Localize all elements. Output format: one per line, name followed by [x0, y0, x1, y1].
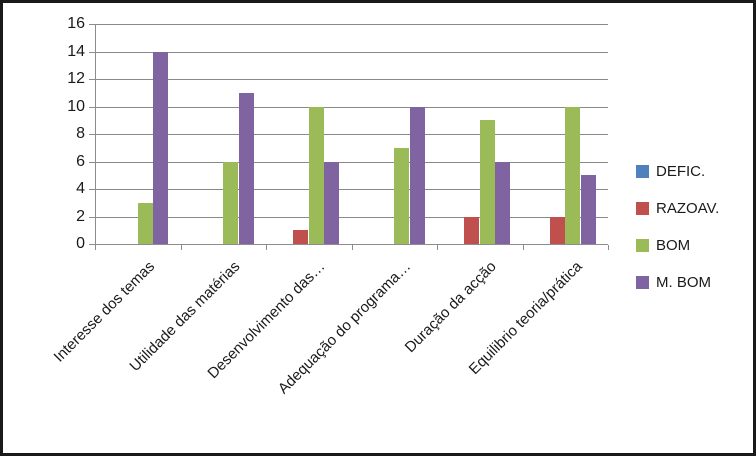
- bar-mbom-cat6: [580, 175, 596, 244]
- y-axis-tick-label: 4: [76, 180, 85, 197]
- bar-mbom-cat5: [495, 161, 511, 244]
- x-axis-tick-mark: [95, 245, 96, 250]
- x-axis-tick-mark: [180, 245, 182, 250]
- legend-label: RAZOAV.: [656, 200, 720, 217]
- y-axis-tick-mark: [89, 216, 95, 218]
- gridline-y14: [95, 51, 608, 53]
- bar-bom-cat6: [565, 106, 581, 244]
- y-axis-tick-label: 6: [76, 152, 85, 170]
- bar-bom-cat1: [137, 202, 153, 244]
- x-axis-tick-mark: [266, 245, 267, 250]
- y-axis-tick-mark: [89, 51, 95, 53]
- plot-area: 0 2 4 6 8 10 12 14 16 Interesse dos temas Utilidad…: [3, 3, 753, 453]
- legend-item-mbom: M. BOM: [636, 275, 719, 290]
- y-axis-line: [95, 24, 96, 245]
- y-axis-tick-mark: [89, 24, 95, 25]
- bar-mbom-cat2: [238, 92, 254, 244]
- gridline-y4: [95, 189, 608, 190]
- x-axis-tick-mark: [351, 245, 353, 250]
- bar-mbom-cat4: [409, 106, 425, 244]
- y-axis-tick-mark: [89, 134, 95, 135]
- y-axis-tick-mark: [89, 244, 95, 245]
- x-axis-tick-mark: [522, 245, 524, 250]
- x-axis-tick-mark: [608, 245, 609, 250]
- x-axis-tick-mark: [437, 245, 438, 250]
- y-axis-tick-mark: [89, 161, 95, 163]
- y-axis-tick-mark: [89, 106, 95, 108]
- gridline-y8: [95, 134, 608, 135]
- legend-label: M. BOM: [656, 274, 711, 291]
- bar-razoav-cat5: [464, 216, 480, 244]
- y-axis-tick-label: 12: [67, 70, 85, 87]
- legend-swatch-icon: [636, 276, 649, 289]
- y-axis-tick-label: 2: [76, 207, 85, 225]
- bar-razoav-cat3: [293, 230, 309, 244]
- y-axis-tick-label: 0: [76, 235, 85, 252]
- y-axis-tick-label: 14: [67, 42, 85, 60]
- y-axis-tick-label: 8: [76, 125, 85, 142]
- y-axis-tick-mark: [89, 79, 95, 80]
- bar-bom-cat5: [479, 120, 495, 244]
- legend-item-defic: DEFIC.: [636, 164, 719, 179]
- bar-mbom-cat1: [153, 51, 169, 244]
- y-axis-tick-label: 10: [67, 97, 85, 115]
- gridline-y12: [95, 79, 608, 80]
- legend-item-bom: BOM: [636, 238, 719, 253]
- x-axis-category-label: Duração da acção: [401, 258, 500, 357]
- gridline-y6: [95, 161, 608, 163]
- bar-bom-cat2: [223, 161, 239, 244]
- legend-swatch-icon: [636, 165, 649, 178]
- y-axis-tick-mark: [89, 189, 95, 190]
- legend-swatch-icon: [636, 202, 649, 215]
- gridline-y16: [95, 24, 608, 25]
- legend-item-razoav: RAZOAV.: [636, 201, 719, 216]
- x-axis-line: [95, 244, 608, 245]
- legend: DEFIC. RAZOAV. BOM M. BOM: [636, 164, 719, 290]
- bar-mbom-cat3: [324, 161, 340, 244]
- gridline-y2: [95, 216, 608, 218]
- bar-bom-cat4: [394, 147, 410, 244]
- y-axis-tick-label: 16: [67, 15, 85, 32]
- bar-razoav-cat6: [549, 216, 565, 244]
- bar-bom-cat3: [308, 106, 324, 244]
- legend-label: BOM: [656, 237, 691, 254]
- legend-swatch-icon: [636, 239, 649, 252]
- gridline-y10: [95, 106, 608, 108]
- legend-label: DEFIC.: [656, 163, 706, 180]
